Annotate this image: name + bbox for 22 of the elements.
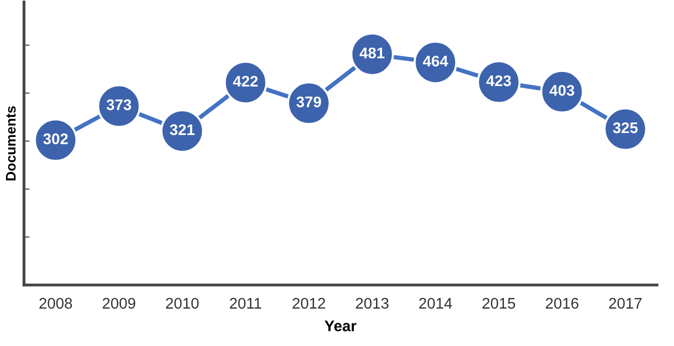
x-tick-label: 2008 (39, 298, 72, 309)
x-tick-label: 2011 (230, 298, 262, 309)
x-axis-title: Year (324, 320, 356, 332)
data-label: 403 (550, 84, 574, 96)
data-label: 325 (612, 122, 638, 134)
data-label: 373 (106, 99, 132, 110)
x-tick-label: 2012 (292, 298, 326, 309)
data-label: 321 (170, 124, 195, 136)
x-tick-label: 2014 (419, 298, 452, 309)
data-label: 302 (43, 133, 68, 144)
data-label: 379 (296, 96, 322, 108)
x-tick-label: 2017 (609, 298, 642, 309)
data-label: 464 (422, 56, 448, 67)
x-tick-label: 2013 (356, 298, 388, 309)
data-label: 423 (486, 75, 511, 86)
y-axis-title: Documents (6, 106, 16, 180)
x-tick-label: 2010 (166, 298, 199, 309)
x-tick-label: 2015 (482, 298, 516, 309)
data-label: 422 (233, 76, 258, 87)
data-label: 481 (360, 48, 384, 58)
x-tick-label: 2009 (102, 298, 136, 309)
x-tick-label: 2016 (546, 298, 578, 309)
